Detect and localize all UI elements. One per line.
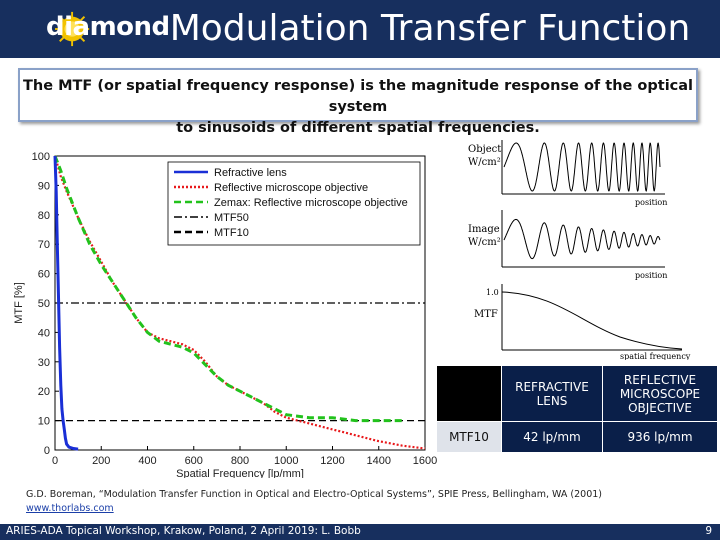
footer-event: ARIES-ADA Topical Workshop, Krakow, Pola… [6,525,361,537]
sinusoid-svg: Object W/cm² position Image W/cm² positi… [468,140,691,361]
x-tick-label: 1200 [320,455,344,467]
y-tick-label: 40 [38,327,50,339]
mtf10-table: REFRACTIVE LENS REFLECTIVE MICROSCOPE OB… [436,365,718,453]
legend-box [167,161,421,246]
series-line-refractive-lens [53,155,79,451]
y-tick-label: 10 [38,416,50,428]
y-tick-label: 20 [38,386,50,398]
footer-bar: ARIES-ADA Topical Workshop, Krakow, Pola… [0,524,720,540]
y-tick-label: 60 [38,269,50,281]
y-tick-label: 90 [38,180,50,192]
citation: G.D. Boreman, “Modulation Transfer Funct… [26,488,706,516]
position-label-2: position [635,271,667,280]
table-header-row: REFRACTIVE LENS REFLECTIVE MICROSCOPE OB… [436,365,718,422]
y-tick-label: 100 [32,151,50,163]
mtf-curve [501,291,683,350]
mtf-axis-label: MTF [474,309,498,320]
sinusoid-illustration: Object W/cm² position Image W/cm² positi… [460,132,696,361]
table-row-label: MTF10 [436,421,502,453]
diamond-logo-icon [55,11,90,47]
callout-line-2: to sinusoids of different spatial freque… [176,120,540,136]
legend-label: Refractive lens [214,167,287,179]
spatial-frequency-label: spatial frequency [620,352,691,360]
legend-label: MTF50 [214,212,249,224]
y-tick-label: 50 [38,298,50,310]
x-tick-label: 600 [185,455,203,467]
x-tick-label: 1400 [367,455,391,467]
x-tick-label: 1000 [274,455,298,467]
y-axis-label: MTF [%] [13,282,25,324]
x-tick-label: 1600 [413,455,437,467]
position-label-1: position [635,198,667,207]
table-corner [436,365,502,422]
table-row: MTF10 42 lp/mm 936 lp/mm [436,421,718,453]
object-sinusoid [503,142,661,192]
definition-callout: The MTF (or spatial frequency response) … [18,68,698,136]
image-unit: W/cm² [468,237,501,248]
image-label: Image [468,224,500,235]
x-tick-label: 800 [231,455,249,467]
x-tick-label: 400 [138,455,156,467]
table-cell-refractive: 42 lp/mm [501,421,603,453]
mtf-chart: 0 10 20 30 40 50 60 70 80 90 100 0 200 400 600 800 1000 1… [0,138,440,478]
object-unit: W/cm² [468,157,501,168]
slide-title: Modulation Transfer Function [169,8,691,49]
citation-text: G.D. Boreman, “Modulation Transfer Funct… [26,489,602,500]
table-header-reflective: REFLECTIVE MICROSCOPE OBJECTIVE [602,365,718,422]
page-number: 9 [705,525,712,537]
logo-text: diamond [46,12,170,42]
legend-label: Reflective microscope objective [214,182,368,194]
y-tick-label: 30 [38,357,50,369]
mtf-one-label: 1.0 [486,288,499,297]
y-tick-label: 70 [38,239,50,251]
y-tick-label: 80 [38,210,50,222]
object-label: Object [468,144,501,155]
title-bar: diamond Modulation Transfer Function [0,0,720,58]
table-header-refractive: REFRACTIVE LENS [501,365,603,422]
legend-label: Zemax: Reflective microscope objective [214,197,408,209]
callout-line-1: The MTF (or spatial frequency response) … [22,78,694,115]
x-tick-label: 0 [52,455,58,467]
series-line-zemax-reflective-microscope-objective [53,155,402,423]
legend-label: MTF10 [214,227,249,239]
image-sinusoid [503,218,661,260]
table-cell-reflective: 936 lp/mm [602,421,718,453]
citation-link[interactable]: www.thorlabs.com [26,503,114,514]
y-tick-label: 0 [44,445,50,457]
x-tick-label: 200 [92,455,110,467]
x-axis-label: Spatial Frequency [lp/mm] [176,468,304,478]
